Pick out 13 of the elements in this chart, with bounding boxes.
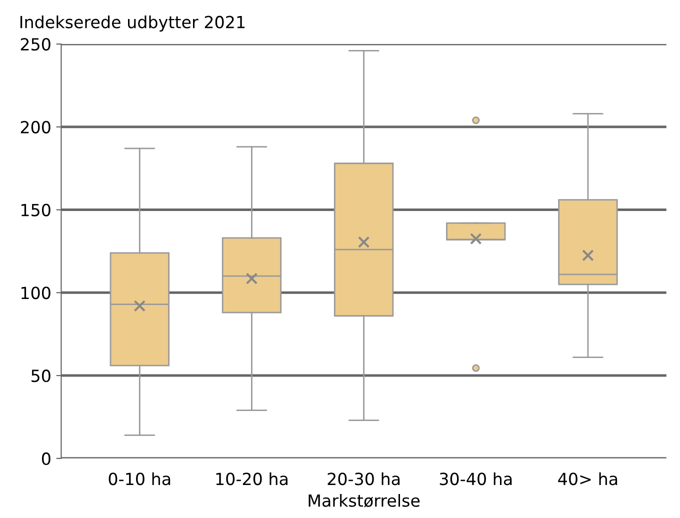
x-tick-label: 0-10 ha	[108, 472, 170, 486]
y-axis-title: Indekserede udbytter 2021	[20, 15, 245, 32]
y-tick-label: 250	[20, 38, 50, 51]
x-axis-title: Markstørrelse	[308, 494, 420, 508]
x-tick-label: 40> ha	[558, 472, 618, 486]
y-tick-label: 150	[21, 204, 50, 216]
x-tick-label: 10-20 ha	[216, 472, 288, 486]
y-tick-label: 0	[42, 452, 50, 465]
x-tick-label: 20-30 ha	[328, 472, 400, 486]
y-tick-label: 200	[20, 120, 50, 134]
y-tick-label: 100	[21, 286, 50, 300]
x-tick-label: 30-40 ha	[440, 472, 512, 486]
y-tick-label: 50	[32, 370, 50, 382]
